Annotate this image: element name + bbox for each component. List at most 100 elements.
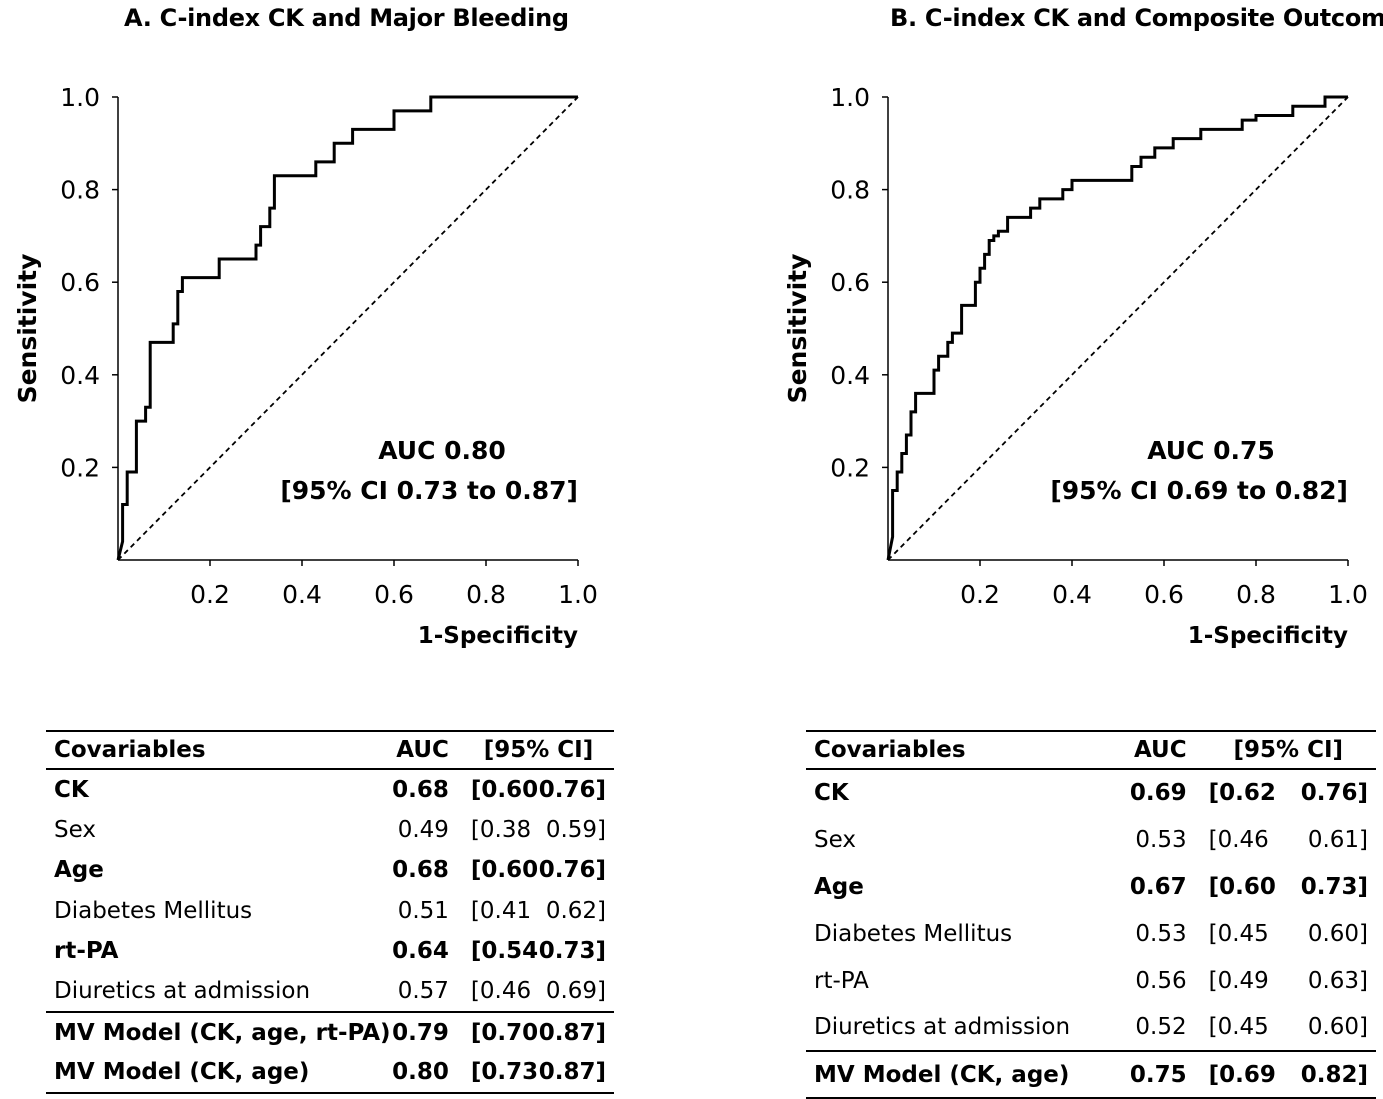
auc-cell: 0.67: [1129, 873, 1187, 900]
ci-lower-cell: [0.60: [470, 857, 539, 884]
covariable-cell: Sex: [814, 826, 856, 853]
ci-lower-cell: [0.38: [470, 816, 532, 843]
y-tick-label: 0.4: [60, 361, 100, 390]
table-row: Diuretics at admission 0.52 [0.45 0.60]: [806, 1004, 1376, 1051]
x-tick-label: 1.0: [1328, 580, 1368, 609]
ci-upper-cell: 0.63]: [1307, 967, 1368, 994]
x-tick-label: 0.4: [282, 580, 322, 609]
x-tick-label: 0.8: [466, 580, 506, 609]
ci-lower-cell: [0.41: [470, 897, 532, 924]
covariable-cell: Diuretics at admission: [814, 1014, 1071, 1040]
y-tick-label: 0.2: [60, 453, 100, 482]
ci-lower-cell: [0.69: [1208, 1061, 1276, 1088]
ci-upper-cell: 0.62]: [545, 897, 606, 924]
y-tick-label: 0.2: [830, 453, 870, 482]
table-row: Age 0.67 [0.60 0.73]: [806, 863, 1376, 910]
header-auc: AUC: [396, 737, 449, 763]
header-covariables: Covariables: [54, 737, 206, 763]
panel-b-title: B. C-index CK and Composite Outcome: [890, 4, 1383, 32]
x-tick-label: 1.0: [558, 580, 598, 609]
ci-annotation: [95% CI 0.69 to 0.82]: [1050, 476, 1348, 505]
x-tick-label: 0.2: [190, 580, 230, 609]
ci-upper-cell: 0.60]: [1307, 920, 1368, 947]
ci-lower-cell: [0.49: [1208, 967, 1269, 994]
roc-curve: [886, 95, 1348, 561]
roc-chart-a: 0.2 0.2 0.4 0.4 0.6 0.6 0.8 0.8 1.0 1.0 1-Specific…: [13, 83, 598, 649]
auc-cell: 0.52: [1135, 1014, 1187, 1040]
ci-annotation: [95% CI 0.73 to 0.87]: [280, 476, 578, 505]
table-row: Diuretics at admission 0.57 [0.46 0.69]: [46, 972, 614, 1013]
ci-lower-cell: [0.45: [1208, 920, 1269, 947]
covariable-cell: rt-PA: [814, 967, 869, 994]
covariable-cell: Diuretics at admission: [54, 978, 311, 1005]
y-tick-label: 0.8: [60, 176, 100, 205]
ci-lower-cell: [0.45: [1208, 1014, 1269, 1040]
covariable-cell: CK: [54, 776, 89, 803]
roc-chart-b: 0.2 0.2 0.4 0.4 0.6 0.6 0.8 0.8 1.0 1.0 1-Specific…: [783, 83, 1368, 649]
auc-cell: 0.51: [397, 897, 449, 924]
auc-cell: 0.80: [392, 1059, 449, 1086]
table-row: Sex 0.49 [0.38 0.59]: [46, 810, 614, 851]
auc-cell: 0.57: [397, 978, 449, 1005]
x-tick-label: 0.6: [374, 580, 414, 609]
x-axis-title: 1-Specificity: [418, 623, 578, 649]
table-row: Diabetes Mellitus 0.53 [0.45 0.60]: [806, 910, 1376, 957]
y-tick-label: 0.8: [830, 176, 870, 205]
table-row: MV Model (CK, age) 0.75 [0.69 0.82]: [806, 1051, 1376, 1098]
auc-cell: 0.56: [1135, 967, 1187, 994]
covariables-table-a: Covariables AUC [95% CI] CK 0.68 [0.60 0.76…: [46, 730, 614, 1094]
covariables-table-b: Covariables AUC [95% CI] CK 0.69 [0.62 0.76…: [806, 730, 1376, 1099]
y-tick-label: 0.6: [60, 268, 100, 297]
auc-cell: 0.68: [392, 857, 449, 884]
table-header-row: Covariables AUC [95% CI]: [806, 731, 1376, 769]
header-ci: [95% CI]: [1233, 737, 1344, 763]
panel-a-title: A. C-index CK and Major Bleeding: [124, 4, 569, 32]
auc-annotation: AUC 0.80: [378, 436, 506, 465]
y-axis-title: Sensitivity: [13, 254, 42, 404]
ci-lower-cell: [0.46: [470, 978, 532, 1005]
covariable-cell: MV Model (CK, age): [814, 1061, 1070, 1088]
ci-lower-cell: [0.46: [1208, 826, 1269, 853]
header-ci: [95% CI]: [483, 737, 594, 763]
header-auc: AUC: [1133, 737, 1187, 763]
table-row: CK 0.68 [0.60 0.76]: [46, 769, 614, 810]
auc-cell: 0.64: [392, 938, 449, 965]
ci-lower-cell: [0.60: [1208, 873, 1276, 900]
table-row: rt-PA 0.64 [0.54 0.73]: [46, 931, 614, 972]
table-header-row: Covariables AUC [95% CI]: [46, 731, 614, 769]
y-tick-label: 0.4: [830, 361, 870, 390]
table-row: CK 0.69 [0.62 0.76]: [806, 769, 1376, 816]
reference-diagonal-line: [117, 96, 579, 561]
auc-annotation: AUC 0.75: [1147, 436, 1275, 465]
header-covariables: Covariables: [814, 737, 966, 763]
ci-upper-cell: 0.61]: [1307, 826, 1368, 853]
auc-cell: 0.53: [1135, 920, 1187, 947]
auc-cell: 0.49: [397, 816, 449, 843]
ci-lower-cell: [0.73: [470, 1059, 539, 1086]
x-tick-label: 0.8: [1236, 580, 1276, 609]
table-row: Diabetes Mellitus 0.51 [0.41 0.62]: [46, 891, 614, 932]
covariable-cell: Diabetes Mellitus: [814, 920, 1013, 947]
auc-cell: 0.69: [1129, 780, 1187, 806]
covariable-cell: Diabetes Mellitus: [54, 897, 253, 924]
ci-lower-cell: [0.70: [470, 1019, 539, 1046]
ci-lower-cell: [0.54: [470, 938, 539, 965]
roc-curve: [116, 95, 578, 561]
x-axis-title: 1-Specificity: [1188, 623, 1348, 649]
auc-cell: 0.68: [392, 776, 449, 803]
auc-cell: 0.53: [1135, 826, 1187, 853]
table-row: MV Model (CK, age) 0.80 [0.73 0.87]: [46, 1053, 614, 1093]
x-tick-label: 0.4: [1052, 580, 1092, 609]
covariable-cell: rt-PA: [54, 938, 119, 965]
table-row: MV Model (CK, age, rt-PA) 0.79 [0.70 0.87]: [46, 1012, 614, 1053]
ci-upper-cell: 0.59]: [545, 816, 606, 843]
ci-upper-cell: 0.76]: [1300, 780, 1368, 806]
ci-upper-cell: 0.73]: [538, 938, 606, 965]
covariable-cell: CK: [814, 780, 849, 806]
covariable-cell: Age: [814, 873, 864, 900]
ci-upper-cell: 0.69]: [545, 978, 606, 1005]
covariable-cell: Age: [54, 857, 104, 884]
covariable-cell: MV Model (CK, age): [54, 1059, 310, 1086]
ci-lower-cell: [0.62: [1208, 780, 1276, 806]
ci-upper-cell: 0.76]: [538, 857, 606, 884]
